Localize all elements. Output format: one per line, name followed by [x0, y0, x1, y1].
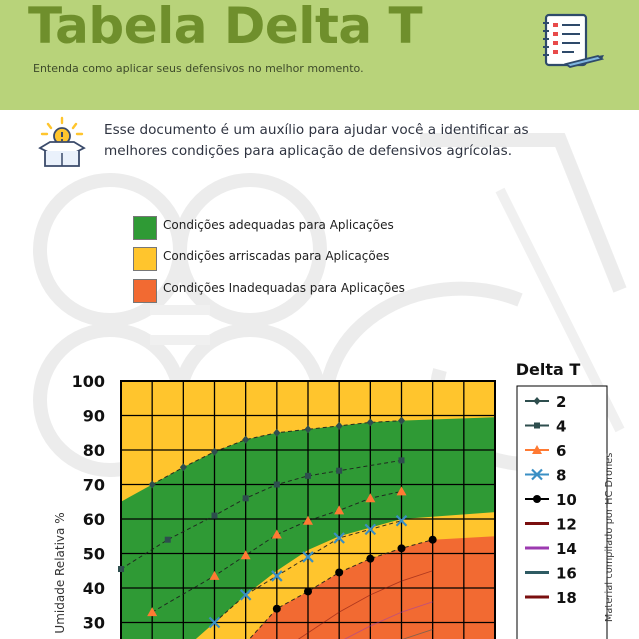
series-point-8	[395, 514, 408, 527]
series-point-4	[211, 512, 218, 519]
legend-label-12: 12	[556, 516, 577, 534]
series-point-2	[304, 425, 312, 434]
legend-marker-10	[533, 495, 541, 503]
legend-label: Condições arriscadas para Aplicações	[163, 249, 390, 263]
series-point-6	[240, 550, 251, 560]
series-point-8	[239, 589, 252, 601]
series-point-4	[336, 467, 343, 474]
series-point-10	[428, 535, 437, 544]
legend-swatch-green	[133, 216, 157, 240]
legend-marker-6	[532, 445, 542, 454]
legend-label-16: 16	[556, 565, 577, 583]
info-line-1: Esse documento é um auxílio para ajudar …	[104, 122, 529, 138]
series-point-2	[273, 428, 281, 437]
y-tick-label: 70	[83, 476, 105, 495]
legend-label-4: 4	[556, 418, 566, 436]
series-line-12	[297, 570, 433, 639]
chart-legend-entries: 2 4 6 8 10 12 14 16 18	[525, 393, 577, 607]
legend-marker-4	[534, 422, 540, 429]
series-point-8	[271, 570, 283, 582]
series-point-10	[272, 604, 281, 613]
y-tick-labels: 1009080706050403020	[72, 372, 105, 633]
series-point-6	[303, 515, 313, 525]
series-point-2	[335, 421, 343, 430]
series-point-4	[305, 472, 311, 479]
legend-marker-8	[531, 468, 543, 481]
series-point-2	[211, 447, 218, 456]
series-point-6	[396, 486, 407, 496]
legend-swatch-orange	[133, 279, 157, 303]
series-point-6	[334, 505, 345, 515]
y-axis-label: Umidade Relativa %	[53, 512, 67, 633]
series-point-4	[118, 566, 124, 573]
legend-label-14: 14	[556, 540, 577, 558]
series-point-2	[366, 418, 374, 427]
series-point-6	[209, 570, 220, 580]
series-point-6	[365, 493, 376, 503]
series-point-8	[302, 551, 314, 563]
legend-label-6: 6	[556, 442, 566, 460]
legend-label-10: 10	[556, 491, 577, 509]
legend-label: Condições Inadequadas para Aplicações	[163, 281, 405, 295]
series-line-16	[402, 628, 433, 639]
series-point-4	[164, 536, 171, 543]
series-point-6	[147, 607, 158, 617]
header-banner: Tabela Delta T Entenda como aplicar seus…	[0, 0, 639, 110]
legend-label: Condições adequadas para Aplicações	[163, 218, 394, 232]
legend-label-8: 8	[556, 467, 566, 485]
series-point-10	[366, 554, 375, 563]
page-subtitle: Entenda como aplicar seus defensivos no …	[33, 62, 364, 75]
y-tick-label: 80	[83, 441, 105, 460]
series-point-8	[333, 532, 345, 544]
y-tick-label: 100	[72, 372, 105, 391]
series-point-4	[273, 481, 280, 488]
delta-t-chart: Umidade Relativa % Delta T 100 90 80 70 60 50…	[53, 360, 608, 639]
series-point-8	[208, 616, 221, 629]
info-text: Esse documento é um auxílio para ajudar …	[104, 120, 604, 162]
series-point-4	[398, 457, 405, 464]
checklist-pen-icon	[543, 13, 605, 68]
chart-legend-title: Delta T	[516, 360, 581, 379]
legend-swatch-yellow	[133, 247, 157, 271]
plot-border	[120, 380, 496, 639]
series-line-4	[120, 459, 402, 570]
series-point-2	[148, 480, 156, 489]
y-tick-label: 40	[83, 579, 105, 598]
series-point-10	[397, 544, 406, 553]
series-point-2	[179, 463, 187, 472]
y-tick-label: 90	[83, 407, 105, 426]
series-point-2	[398, 416, 405, 425]
y-tick-label: 30	[83, 614, 105, 633]
legend-marker-2	[533, 397, 541, 405]
legend-label-2: 2	[556, 393, 566, 411]
series-point-10	[335, 568, 344, 577]
page-title: Tabela Delta T	[28, 0, 423, 55]
series-point-8	[364, 523, 377, 536]
series-point-4	[242, 495, 249, 502]
series-point-6	[271, 529, 282, 539]
series-point-10	[304, 587, 312, 596]
y-tick-label: 60	[83, 510, 105, 529]
info-line-2: melhores condições para aplicação de def…	[104, 143, 513, 159]
open-box-lightbulb-icon	[38, 116, 86, 167]
series-point-2	[242, 435, 250, 444]
plot-area	[118, 380, 496, 639]
y-tick-label: 50	[83, 545, 105, 564]
series-line-14	[344, 601, 433, 639]
legend-label-18: 18	[556, 589, 577, 607]
series-line-6	[151, 490, 402, 613]
credit-note: Material compilado por HC Drones	[604, 452, 615, 622]
